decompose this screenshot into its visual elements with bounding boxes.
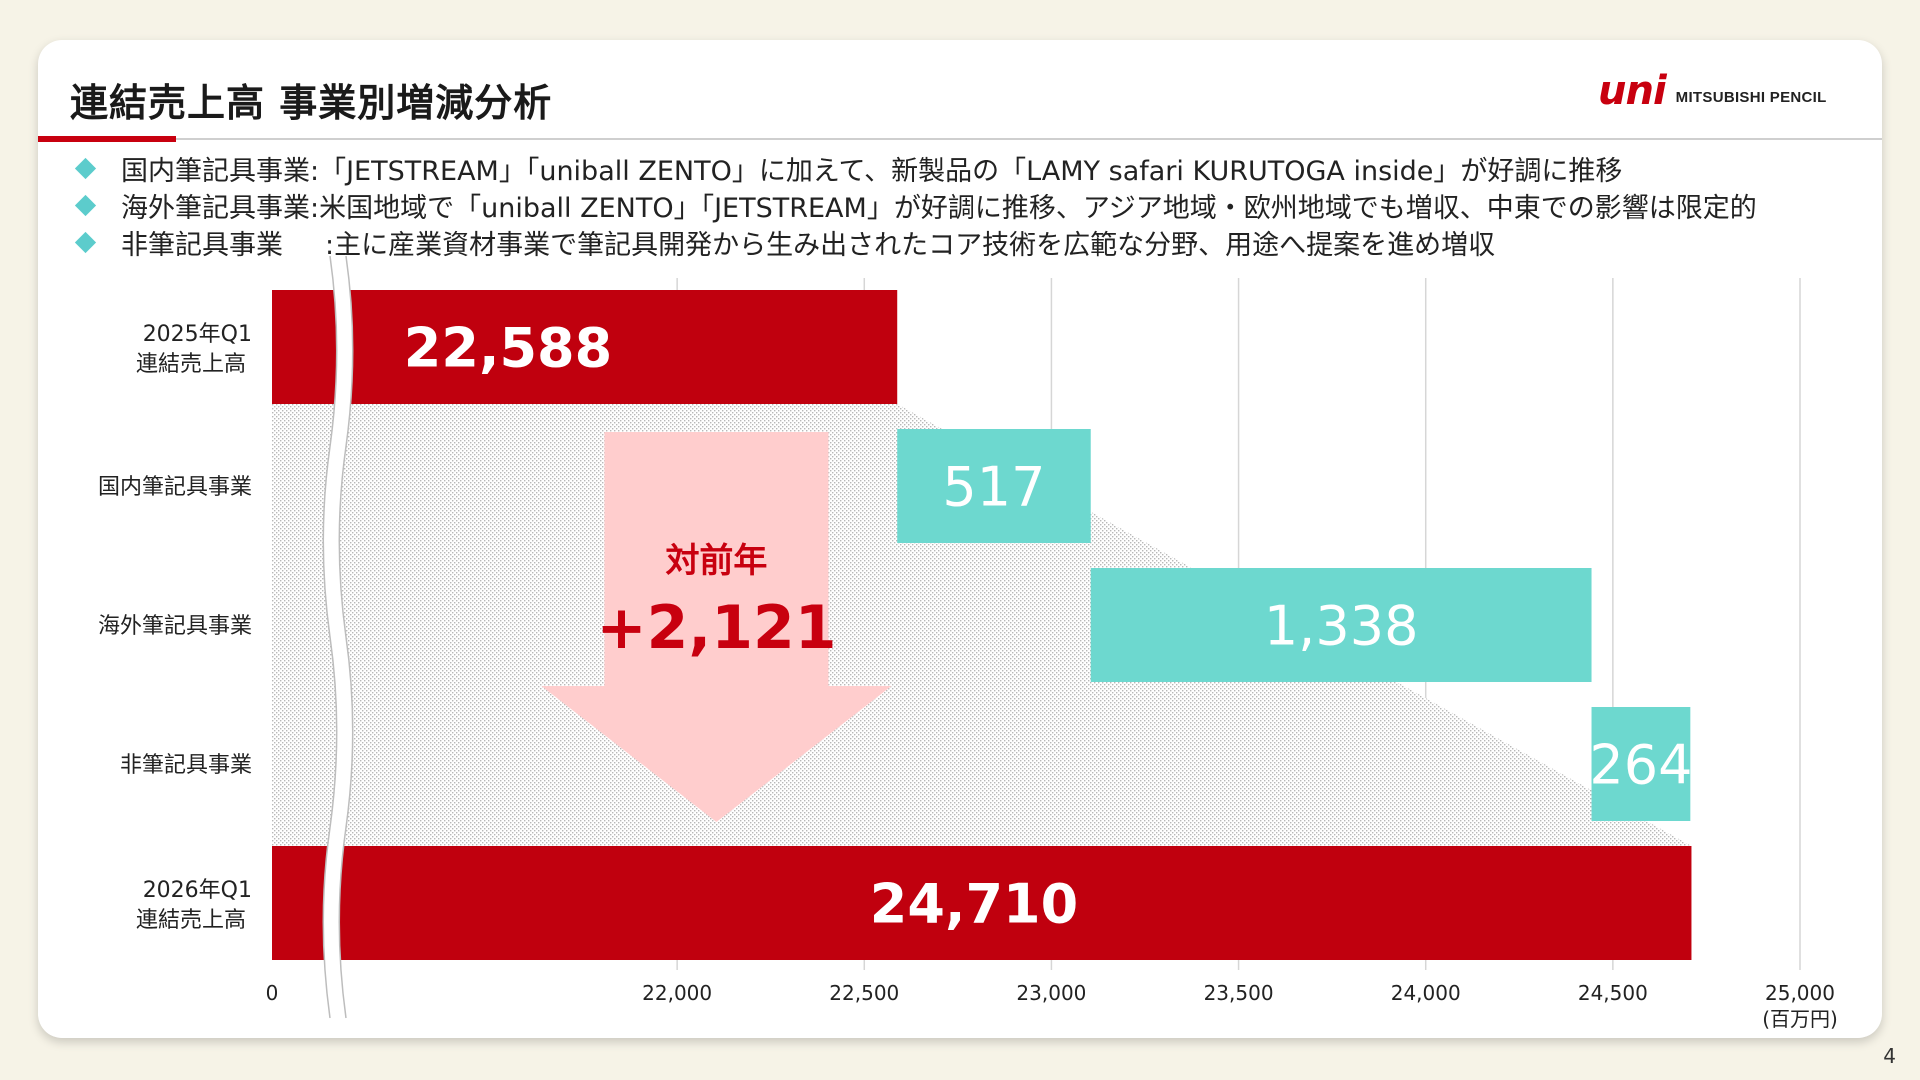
logo-mark: uni	[1598, 68, 1667, 114]
bullet-text: :「JETSTREAM」「uniball ZENTO」に加えて、新製品の「LAM…	[310, 156, 1623, 187]
bullet-non-writing: 非筆記具事業 :主に産業資材事業で筆記具開発から生み出されたコア技術を広範な分野…	[72, 224, 1757, 261]
category-label: 連結売上高	[136, 908, 246, 933]
bar-value-label: 517	[942, 455, 1045, 518]
summary-bullets: 国内筆記具事業 :「JETSTREAM」「uniball ZENTO」に加えて、…	[72, 150, 1757, 261]
category-label: 海外筆記具事業	[98, 614, 252, 639]
x-tick-label: 24,500	[1578, 981, 1648, 1005]
x-tick-label: 22,000	[642, 981, 712, 1005]
bar-value-label: 22,588	[404, 316, 612, 379]
x-tick-label: 23,500	[1204, 981, 1274, 1005]
page-title: 連結売上高 事業別増減分析	[70, 81, 553, 125]
callout-value: +2,121	[596, 593, 836, 663]
bar-value-label: 264	[1589, 733, 1692, 796]
axis-break-line	[338, 255, 354, 1019]
x-tick-label: 22,500	[829, 981, 899, 1005]
increase-bar	[1090, 568, 1592, 682]
category-label: 非筆記具事業	[120, 753, 252, 778]
total-bar	[272, 290, 898, 404]
increase-bar	[897, 429, 1091, 543]
x-axis-unit: (百万円)	[1762, 1007, 1838, 1031]
x-tick-label: 23,000	[1016, 981, 1086, 1005]
bullet-text: :米国地域で「uniball ZENTO」「JETSTREAM」が好調に推移、ア…	[310, 193, 1757, 224]
company-logo: uni MITSUBISHI PENCIL	[1598, 68, 1827, 114]
title-accent-bar	[38, 136, 176, 142]
axis-break-gap	[323, 254, 353, 1020]
logo-text: MITSUBISHI PENCIL	[1675, 89, 1827, 106]
bullet-text: :主に産業資材事業で筆記具開発から生み出されたコア技術を広範な分野、用途へ提案を…	[325, 230, 1496, 261]
axis-break-line	[322, 255, 338, 1019]
bullet-label: 海外筆記具事業	[121, 193, 310, 224]
category-label: 2026年Q1	[143, 878, 252, 903]
callout-label: 対前年	[665, 541, 767, 581]
bar-value-label: 1,338	[1264, 594, 1419, 657]
bar-value-label: 24,710	[870, 872, 1078, 935]
bullet-domestic: 国内筆記具事業 :「JETSTREAM」「uniball ZENTO」に加えて、…	[72, 150, 1757, 187]
total-bar	[272, 846, 1692, 960]
bullet-label: 国内筆記具事業	[121, 156, 310, 187]
x-tick-label: 25,000	[1765, 981, 1835, 1005]
down-arrow-icon	[541, 432, 892, 822]
title-divider	[38, 138, 1882, 140]
bullet-overseas: 海外筆記具事業 :米国地域で「uniball ZENTO」「JETSTREAM」…	[72, 187, 1757, 224]
bullet-label: 非筆記具事業	[121, 230, 283, 261]
category-label: 国内筆記具事業	[98, 475, 252, 500]
category-label: 連結売上高	[136, 352, 246, 377]
page-number: 4	[1883, 1044, 1896, 1068]
increase-bar	[1591, 707, 1691, 821]
x-tick-label: 0	[266, 981, 279, 1005]
category-label: 2025年Q1	[143, 322, 252, 347]
x-tick-label: 24,000	[1391, 981, 1461, 1005]
